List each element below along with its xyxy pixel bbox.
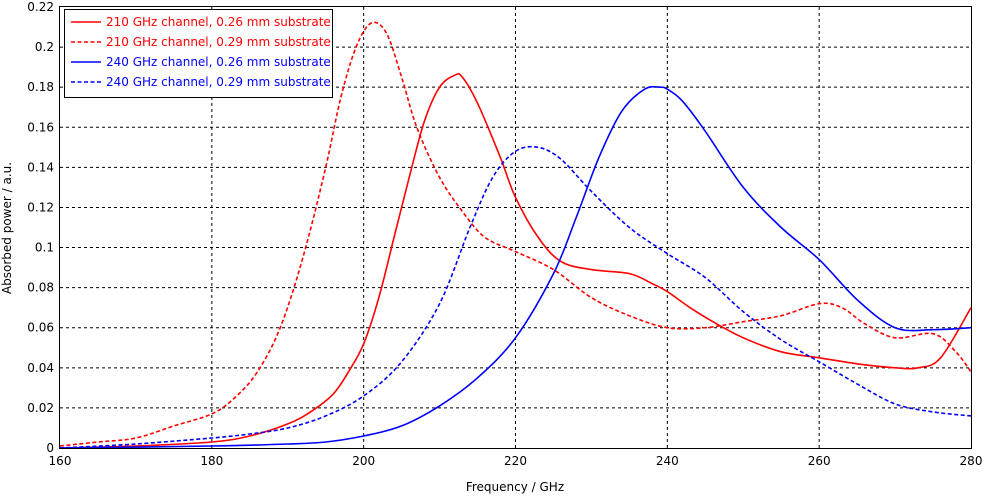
y-tick-label: 0 — [46, 441, 54, 455]
series-line-4 — [59, 145, 972, 449]
series-group — [59, 21, 972, 449]
plot-frame — [59, 6, 972, 449]
y-tick-label: 0.18 — [27, 80, 54, 94]
legend-label-3: 240 GHz channel, 0.26 mm substrate — [106, 55, 331, 69]
series-line-3 — [59, 85, 972, 449]
y-ticks: 0 0.02 0.04 0.06 0.08 0.1 0.12 0.14 0.16 0.18 0.2 0… — [27, 0, 54, 455]
legend-label-2: 210 GHz channel, 0.29 mm substrate — [106, 35, 331, 49]
legend-label-1: 210 GHz channel, 0.26 mm substrate — [106, 15, 331, 29]
y-tick-label: 0.16 — [27, 120, 54, 134]
y-tick-label: 0.14 — [27, 160, 54, 174]
y-tick-label: 0.22 — [27, 0, 54, 14]
y-axis-label: Absorbed power / a.u. — [0, 162, 14, 294]
x-tick-label: 180 — [200, 454, 223, 468]
x-tick-label: 280 — [960, 454, 983, 468]
legend-label-4: 240 GHz channel, 0.29 mm substrate — [106, 75, 331, 89]
x-tick-label: 160 — [49, 454, 72, 468]
y-tick-label: 0.1 — [35, 241, 54, 255]
y-tick-label: 0.2 — [35, 40, 54, 54]
x-tick-label: 200 — [352, 454, 375, 468]
x-tick-label: 240 — [656, 454, 679, 468]
y-tick-label: 0.12 — [27, 200, 54, 214]
y-tick-label: 0.08 — [27, 281, 54, 295]
x-ticks: 160 180 200 220 240 260 280 — [49, 454, 983, 468]
y-tick-label: 0.02 — [27, 401, 54, 415]
series-line-1 — [59, 73, 972, 449]
x-tick-label: 220 — [504, 454, 527, 468]
series-line-2 — [59, 21, 972, 447]
x-tick-label: 260 — [808, 454, 831, 468]
x-axis-label: Frequency / GHz — [466, 480, 564, 494]
legend: 210 GHz channel, 0.26 mm substrate 210 GH… — [64, 9, 333, 98]
y-tick-label: 0.06 — [27, 321, 54, 335]
legend-box — [64, 9, 333, 98]
y-tick-label: 0.04 — [27, 361, 54, 375]
